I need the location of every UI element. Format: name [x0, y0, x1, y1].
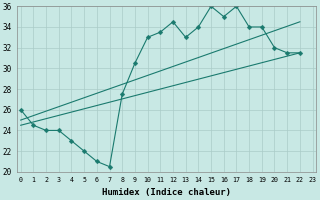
X-axis label: Humidex (Indice chaleur): Humidex (Indice chaleur): [102, 188, 231, 197]
